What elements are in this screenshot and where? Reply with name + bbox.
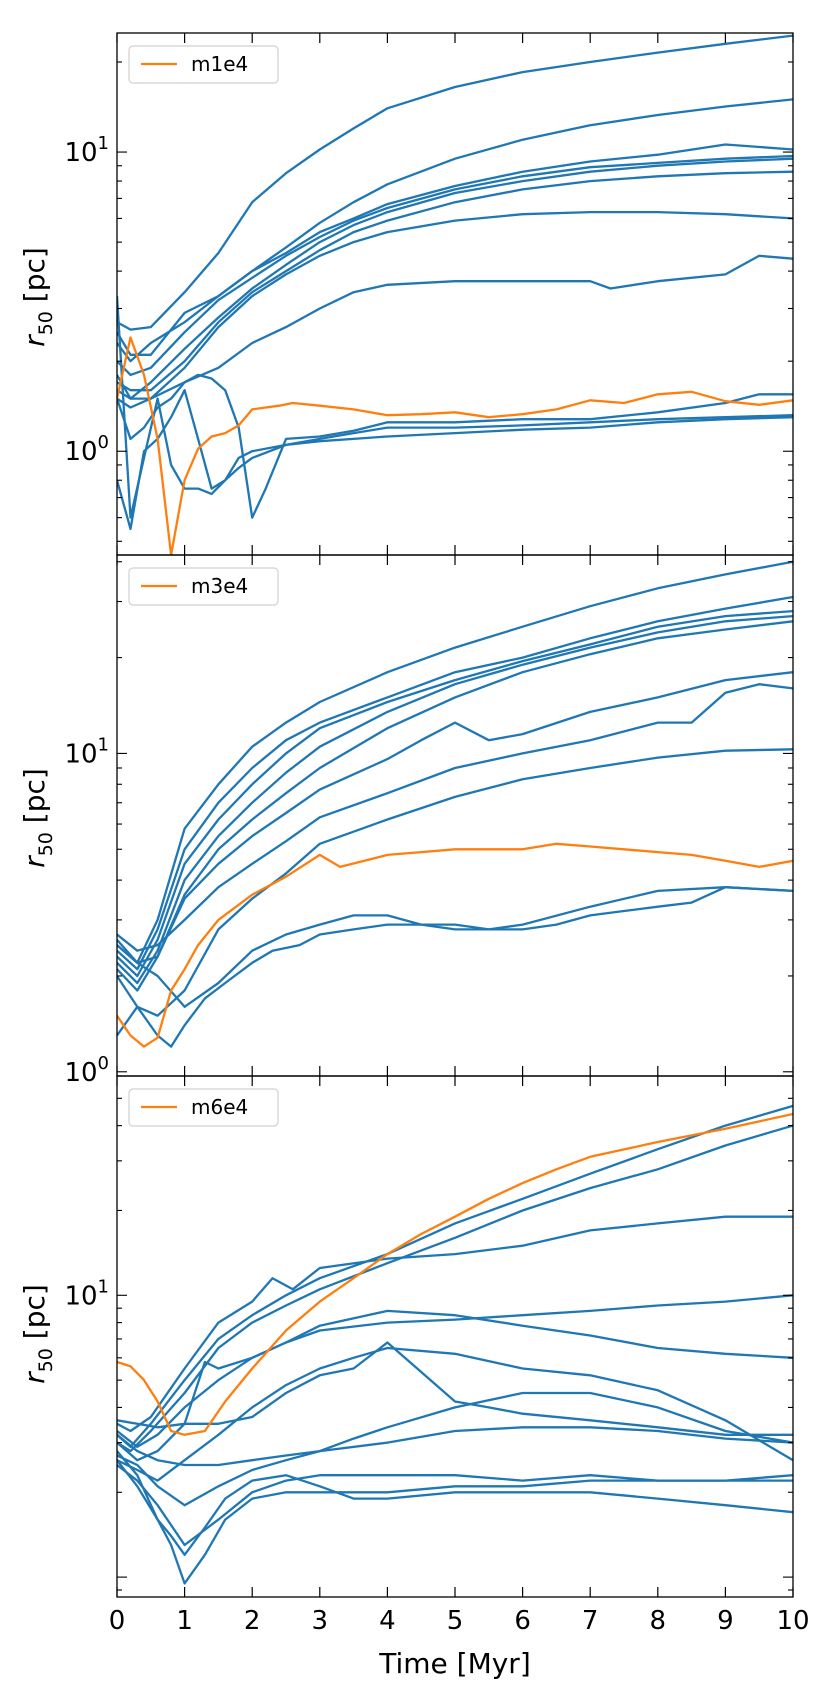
ylabel-panel-3: r50 [pc] (18, 1284, 57, 1384)
panel-3: 0 1 2 3 4 5 6 7 8 9 10 101 m6e4 (64, 1075, 810, 1636)
x-tick-label: 7 (582, 1606, 599, 1636)
x-tick-label: 9 (717, 1606, 734, 1636)
series-line (117, 157, 793, 400)
series-line (117, 1341, 793, 1436)
panel-1: 100 101 m1e4 (64, 32, 794, 556)
y-tick-label: 100 (64, 432, 109, 467)
panels: 100 101 m1e4 100 101 m3e4 0 1 2 3 4 5 6 7 8 9 10 101 m6e4 (64, 32, 810, 1636)
legend: m6e4 (128, 1088, 279, 1127)
series-line (117, 210, 793, 400)
legend-label: m3e4 (191, 574, 248, 598)
series-line-m1e4 (117, 336, 793, 555)
series-line (117, 296, 793, 519)
ylabel-panel-1: r50 [pc] (18, 247, 57, 347)
x-tick-label: 1 (176, 1606, 193, 1636)
series-line (117, 671, 793, 964)
series-line (117, 560, 793, 964)
series-line (117, 373, 793, 519)
series-line (117, 254, 793, 409)
series-line-m3e4 (117, 842, 793, 1048)
series-line (117, 1450, 793, 1556)
panel-lines (117, 560, 793, 1048)
series-line (117, 595, 793, 971)
y-tick-label: 101 (64, 1276, 109, 1311)
series-line (117, 1124, 793, 1453)
legend-box (128, 45, 279, 84)
series-line (117, 1309, 793, 1462)
xlabel: Time [Myr] (378, 1647, 531, 1680)
x-tick-label: 6 (514, 1606, 531, 1636)
series-line (117, 170, 793, 392)
series-line (117, 1391, 793, 1507)
x-tick-label: 0 (109, 1606, 126, 1636)
series-line (117, 154, 793, 377)
series-line (117, 1346, 793, 1482)
series-line (117, 614, 793, 985)
series-line (117, 609, 793, 978)
x-tick-label: 2 (244, 1606, 261, 1636)
ylabel-panel-2: r50 [pc] (18, 768, 57, 868)
series-line (117, 1459, 793, 1585)
series-line (117, 389, 793, 531)
series-line (117, 886, 793, 1048)
series-line-m6e4 (117, 1112, 793, 1436)
panel-lines (117, 1104, 793, 1585)
series-line (117, 1215, 793, 1433)
x-tick-label: 4 (379, 1606, 396, 1636)
series-line (117, 143, 793, 363)
legend-box (128, 567, 279, 606)
x-tick-label: 5 (447, 1606, 464, 1636)
y-tick-label: 100 (64, 1053, 109, 1088)
x-tick-label: 3 (312, 1606, 329, 1636)
legend-label: m6e4 (191, 1095, 248, 1119)
x-tick-label: 8 (650, 1606, 667, 1636)
legend: m3e4 (128, 567, 279, 606)
series-line (117, 1464, 793, 1547)
legend-box (128, 1088, 279, 1127)
legend: m1e4 (128, 45, 279, 84)
y-tick-label: 101 (64, 734, 109, 769)
series-line (117, 683, 793, 952)
y-tick-label: 101 (64, 133, 109, 168)
series-line (117, 886, 793, 1008)
x-tick-label: 10 (776, 1606, 809, 1636)
series-line (117, 34, 793, 331)
legend-label: m1e4 (191, 52, 248, 76)
panel-lines (117, 34, 793, 555)
panel-2: 100 101 m3e4 (64, 554, 794, 1088)
